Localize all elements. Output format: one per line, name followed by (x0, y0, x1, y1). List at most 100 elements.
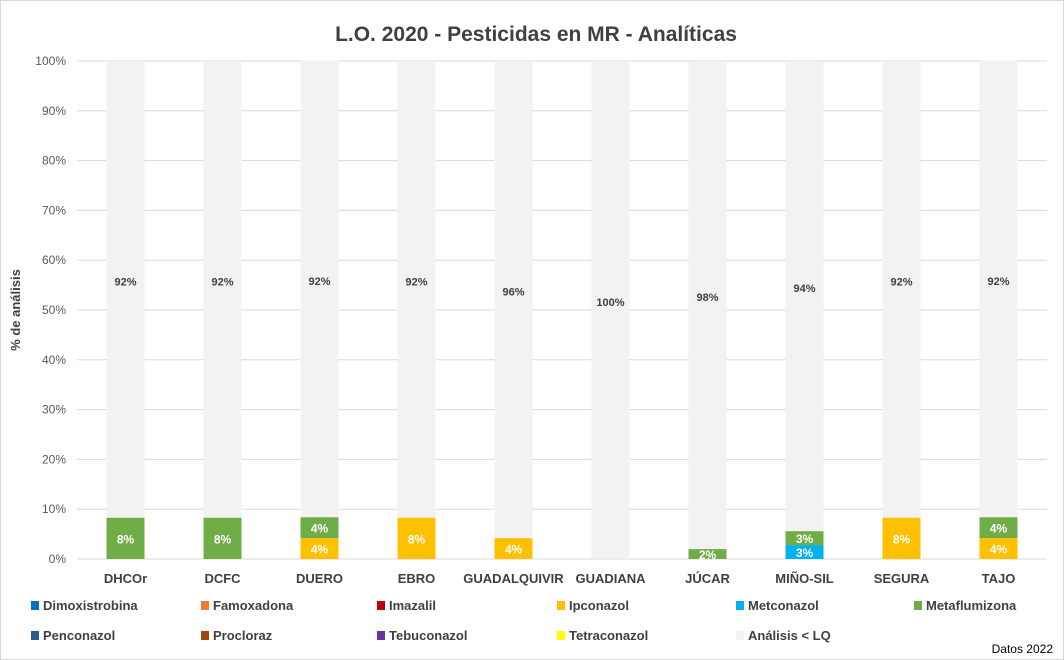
legend-label: Procloraz (213, 628, 273, 643)
legend-swatch (201, 631, 209, 640)
data-label: 8% (214, 532, 232, 546)
bar-segment (785, 61, 824, 532)
legend-item[interactable]: Imazalil (377, 598, 436, 613)
data-label: 4% (505, 543, 523, 557)
legend-swatch (914, 601, 922, 610)
legend-item[interactable]: Tetraconazol (557, 628, 648, 643)
source-annotation: Datos 2022 (992, 642, 1054, 656)
legend-label: Metaflumizona (926, 598, 1017, 613)
bar-segment (785, 531, 824, 546)
bar-segment (203, 61, 242, 518)
bar-segment (106, 517, 145, 559)
y-tick-label: 30% (42, 403, 66, 417)
y-tick-label: 0% (49, 552, 67, 566)
legend-label: Tetraconazol (569, 628, 648, 643)
bar-segment (300, 517, 339, 539)
x-tick-label: MIÑO-SIL (775, 571, 834, 586)
data-label: 92% (405, 276, 427, 288)
legend-swatch (557, 631, 565, 640)
data-label: 8% (117, 532, 135, 546)
data-label: 4% (990, 543, 1008, 557)
bar-segment (397, 61, 436, 518)
x-tick-label: DUERO (296, 571, 343, 586)
legend-swatch (377, 601, 385, 610)
y-tick-label: 100% (35, 54, 66, 68)
y-tick-label: 70% (42, 203, 66, 217)
bar-segment (203, 517, 242, 559)
data-label: 8% (893, 532, 911, 546)
bar-segment (300, 60, 339, 518)
data-label: 3% (796, 546, 814, 560)
bar-segment (979, 517, 1018, 539)
x-tick-label: SEGURA (874, 571, 930, 586)
data-label: 94% (793, 283, 815, 295)
x-tick-label: EBRO (398, 571, 436, 586)
y-tick-label: 20% (42, 452, 66, 466)
legend-swatch (736, 601, 744, 610)
legend-swatch (377, 631, 385, 640)
legend-item[interactable]: Penconazol (31, 628, 115, 643)
legend-label: Dimoxistrobina (43, 598, 138, 613)
legend-item[interactable]: Metaflumizona (914, 598, 1017, 613)
legend-item[interactable]: Metconazol (736, 598, 819, 613)
x-tick-label: JÚCAR (685, 571, 730, 586)
legend-swatch (736, 631, 744, 640)
legend-label: Análisis < LQ (748, 628, 831, 643)
data-label: 92% (890, 276, 912, 288)
legend-item[interactable]: Famoxadona (201, 598, 294, 613)
legend-swatch (201, 601, 209, 610)
legend-label: Ipconazol (569, 598, 629, 613)
legend-label: Tebuconazol (389, 628, 467, 643)
legend-item[interactable]: Procloraz (201, 628, 273, 643)
y-tick-label: 50% (42, 303, 66, 317)
bar-segment (300, 538, 339, 559)
x-tick-label: DHCOr (104, 571, 147, 586)
data-label: 96% (502, 287, 524, 299)
bar-segment (688, 61, 727, 550)
y-tick-label: 10% (42, 502, 66, 516)
y-tick-label: 80% (42, 154, 66, 168)
data-label: 4% (311, 543, 329, 557)
data-label: 92% (114, 276, 136, 288)
data-label: 98% (696, 292, 718, 304)
legend-swatch (31, 601, 39, 610)
legend-item[interactable]: Tebuconazol (377, 628, 467, 643)
y-tick-label: 90% (42, 104, 66, 118)
bar-segment (979, 538, 1018, 559)
bar-segment (688, 549, 727, 559)
bar-segment (494, 538, 533, 559)
bar-segment (397, 517, 436, 559)
legend-label: Famoxadona (213, 598, 294, 613)
data-label: 3% (796, 532, 814, 546)
legend-item[interactable]: Dimoxistrobina (31, 598, 138, 613)
chart-title: L.O. 2020 - Pesticidas en MR - Analítica… (335, 23, 737, 46)
x-tick-label: DCFC (204, 571, 241, 586)
bar-segment (882, 61, 921, 518)
data-label: 8% (408, 532, 426, 546)
x-tick-label: TAJO (982, 571, 1016, 586)
legend-label: Penconazol (43, 628, 115, 643)
legend-swatch (31, 631, 39, 640)
legend-label: Metconazol (748, 598, 819, 613)
y-axis-label: % de análisis (8, 269, 23, 351)
bar-segment (106, 61, 145, 518)
data-label: 92% (987, 276, 1009, 288)
bar-segment (494, 61, 533, 539)
legend-swatch (557, 601, 565, 610)
data-label: 4% (311, 522, 329, 536)
legend-item[interactable]: Ipconazol (557, 598, 629, 613)
data-label: 100% (596, 297, 624, 309)
data-label: 2% (699, 548, 717, 562)
y-tick-label: 60% (42, 253, 66, 267)
bar-segment (882, 517, 921, 559)
data-label: 92% (211, 276, 233, 288)
y-tick-label: 40% (42, 353, 66, 367)
bar-segment (785, 545, 824, 559)
legend-label: Imazalil (389, 598, 436, 613)
x-tick-label: GUADALQUIVIR (463, 571, 564, 586)
data-label: 92% (308, 276, 330, 288)
x-tick-label: GUADIANA (575, 571, 646, 586)
legend-item[interactable]: Análisis < LQ (736, 628, 831, 643)
